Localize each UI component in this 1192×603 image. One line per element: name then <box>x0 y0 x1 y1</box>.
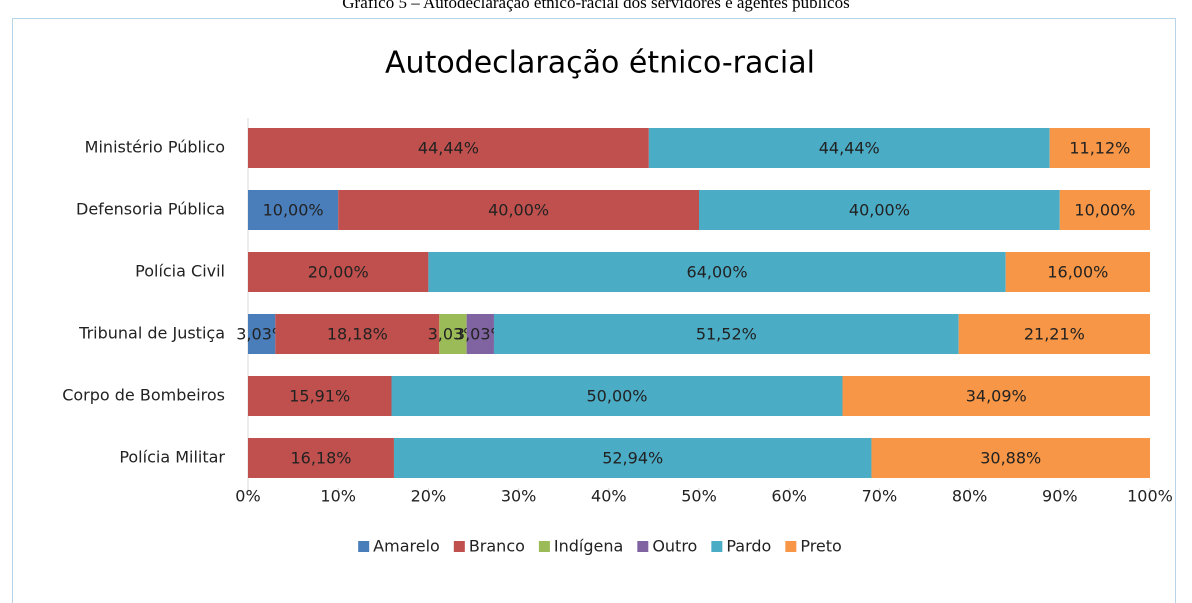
legend-swatch <box>453 541 465 552</box>
bar-segment <box>493 314 959 354</box>
x-tick-label: 60% <box>771 487 807 506</box>
value-label: 44,44% <box>418 139 479 158</box>
bar-segment <box>958 314 1150 354</box>
value-label: 3,03% <box>428 325 479 344</box>
value-label: 50,00% <box>587 387 648 406</box>
bar-segment <box>248 314 276 354</box>
legend-label: Pardo <box>726 537 771 556</box>
x-tick-label: 0% <box>235 487 260 506</box>
value-label: 16,18% <box>290 449 351 468</box>
bar-segment <box>1005 252 1150 292</box>
value-label: 11,12% <box>1069 139 1130 158</box>
bar-segment <box>648 128 1050 168</box>
bar-segment <box>393 438 872 478</box>
legend-swatch <box>637 541 649 552</box>
x-tick-label: 100% <box>1127 487 1173 506</box>
bar-segment <box>248 376 392 416</box>
bar-segment <box>248 252 429 292</box>
value-label: 44,44% <box>819 139 880 158</box>
value-label: 40,00% <box>488 201 549 220</box>
bar-segment <box>248 128 649 168</box>
legend-swatch <box>785 541 797 552</box>
value-label: 3,03% <box>236 325 287 344</box>
bar-segment <box>466 314 494 354</box>
value-label: 64,00% <box>687 263 748 282</box>
value-label: 18,18% <box>327 325 388 344</box>
legend-swatch <box>538 541 550 552</box>
value-label: 30,88% <box>980 449 1041 468</box>
value-label: 51,52% <box>696 325 757 344</box>
category-label: Corpo de Bombeiros <box>62 386 225 405</box>
legend-label: Branco <box>469 537 525 556</box>
bar-segment <box>275 314 440 354</box>
bar-segment <box>248 190 339 230</box>
value-label: 15,91% <box>289 387 350 406</box>
category-label: Defensoria Pública <box>76 200 225 219</box>
value-label: 21,21% <box>1024 325 1085 344</box>
x-tick-label: 40% <box>591 487 627 506</box>
category-label: Tribunal de Justiça <box>78 324 225 343</box>
value-label: 34,09% <box>966 387 1027 406</box>
x-tick-label: 10% <box>320 487 356 506</box>
legend-label: Outro <box>652 537 697 556</box>
legend-label: Preto <box>800 537 842 556</box>
x-tick-label: 50% <box>681 487 717 506</box>
value-label: 52,94% <box>602 449 663 468</box>
x-tick-label: 20% <box>411 487 447 506</box>
legend-swatch <box>711 541 723 552</box>
x-tick-label: 80% <box>952 487 988 506</box>
legend-label: Amarelo <box>373 537 440 556</box>
bar-segment <box>428 252 1006 292</box>
bar-segment <box>338 190 699 230</box>
category-label: Ministério Público <box>85 138 225 157</box>
bar-segment <box>439 314 467 354</box>
bar-segment <box>1059 190 1150 230</box>
category-label: Polícia Militar <box>119 448 225 467</box>
category-label: Polícia Civil <box>135 262 225 281</box>
value-label: 16,00% <box>1047 263 1108 282</box>
value-label: 10,00% <box>1074 201 1135 220</box>
legend-swatch <box>358 541 370 552</box>
x-tick-label: 30% <box>501 487 537 506</box>
bar-segment <box>871 438 1150 478</box>
chart-title: Autodeclaração étnico-racial <box>385 46 815 81</box>
value-label: 40,00% <box>849 201 910 220</box>
value-label: 3,03% <box>455 325 506 344</box>
value-label: 10,00% <box>263 201 324 220</box>
x-tick-label: 70% <box>862 487 898 506</box>
bar-segment <box>842 376 1150 416</box>
bar-segment <box>391 376 843 416</box>
value-label: 20,00% <box>308 263 369 282</box>
caption: Gráfico 5 – Autodeclaração étnico-racial… <box>342 0 850 12</box>
bar-segment <box>248 438 394 478</box>
chart-frame <box>12 18 1176 603</box>
legend-label: Indígena <box>554 537 623 556</box>
bar-segment <box>1049 128 1150 168</box>
x-tick-label: 90% <box>1042 487 1078 506</box>
bar-segment <box>699 190 1060 230</box>
